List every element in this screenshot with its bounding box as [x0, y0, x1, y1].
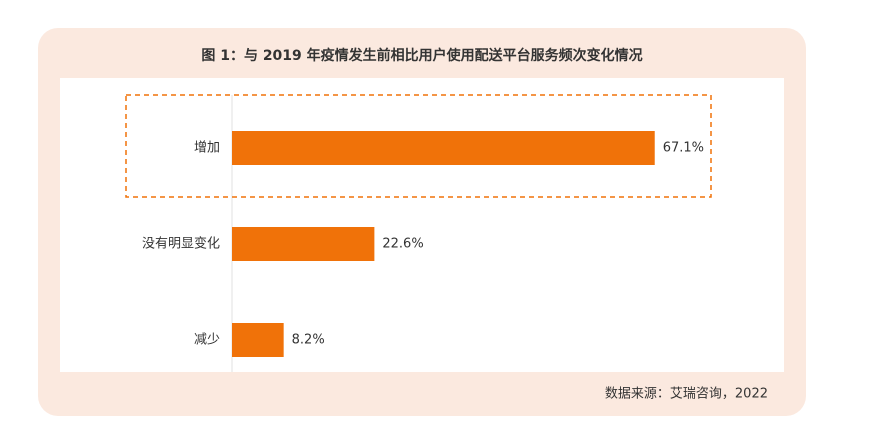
category-label: 没有明显变化	[142, 236, 220, 252]
value-label: 22.6%	[382, 237, 423, 252]
plot-panel	[60, 78, 784, 372]
value-label: 67.1%	[663, 141, 704, 156]
bar	[232, 323, 284, 357]
bar	[232, 227, 375, 261]
bar	[232, 131, 655, 165]
highlight-box	[125, 94, 712, 198]
category-label: 减少	[194, 333, 220, 348]
category-label: 增加	[194, 141, 220, 156]
chart-title: 图 1：与 2019 年疫情发生前相比用户使用配送平台服务频次变化情况	[201, 47, 642, 64]
source: 数据来源：艾瑞咨询，2022	[605, 387, 768, 402]
value-label: 8.2%	[292, 333, 325, 348]
